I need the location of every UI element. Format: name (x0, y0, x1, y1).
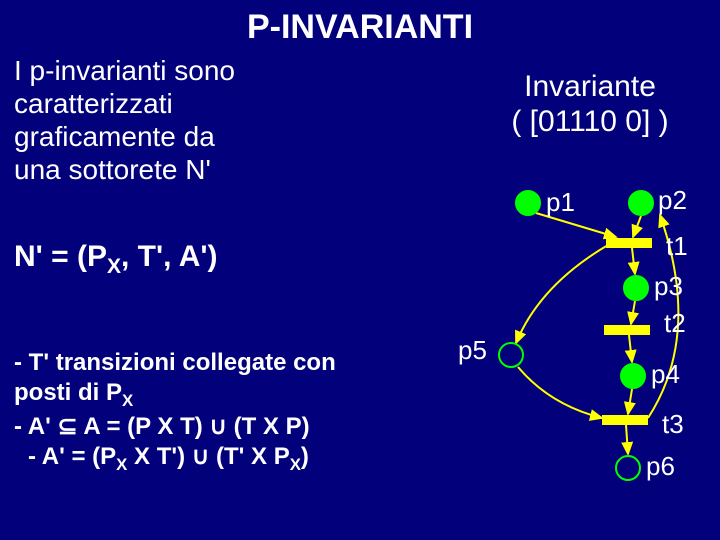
label-t1: t1 (666, 231, 688, 262)
arc-p3-t2 (631, 301, 635, 324)
arc-p2-t1 (633, 216, 641, 237)
slide-title: P-INVARIANTI (0, 0, 720, 47)
label-p4: p4 (651, 359, 680, 390)
b2a: - A' (14, 413, 57, 440)
union-symbol-2: ∪ (192, 443, 210, 470)
intro-paragraph: I p-invarianti sono caratterizzati grafi… (14, 54, 374, 186)
inv-line1: Invariante (524, 70, 656, 103)
label-t2: t2 (664, 308, 686, 339)
b1-line1: - T' transizioni collegate con (14, 349, 336, 376)
petri-net-diagram: p1 p2 p3 p4 p5 p6 t1 t2 t3 (410, 175, 710, 525)
bullet-a-prime-subset: - A' ⊆ A = (P X T) ∪ (T X P) (14, 412, 414, 442)
bullet-a-prime-def: - A' = (PX X T') ∪ (T' X PX) (14, 442, 414, 476)
label-p6: p6 (646, 451, 675, 482)
para-line-3: graficamente da (14, 121, 215, 152)
para-line-4: una sottorete N' (14, 154, 211, 185)
place-p1 (515, 190, 541, 216)
label-p3: p3 (654, 271, 683, 302)
b3d: ) (301, 443, 309, 470)
b3a: - A' = (P (28, 443, 116, 470)
b1-line2-sub: X (122, 391, 133, 410)
transition-t3 (602, 415, 648, 425)
place-p6 (615, 455, 641, 481)
bullet-t-prime: - T' transizioni collegate con posti di … (14, 348, 414, 412)
place-p5 (498, 342, 524, 368)
equation-n-prime: N' = (PX, T', A') (14, 240, 218, 279)
bullet-list: - T' transizioni collegate con posti di … (14, 348, 414, 476)
arc-p5-t3 (518, 367, 602, 418)
label-p1: p1 (546, 187, 575, 218)
arc-p4-t3 (628, 389, 632, 414)
para-line-1: I p-invarianti sono (14, 55, 235, 86)
eq-mid: , T', A') (121, 240, 217, 273)
arc-t2-p4 (629, 335, 632, 362)
label-p5: p5 (458, 335, 487, 366)
arc-t1-p5 (516, 245, 608, 343)
label-p2: p2 (658, 185, 687, 216)
b3c: (T' X P (209, 443, 289, 470)
transition-t1 (606, 238, 652, 248)
para-line-2: caratterizzati (14, 88, 173, 119)
b3b: X T') (127, 443, 191, 470)
subset-symbol: ⊆ (57, 413, 77, 440)
eq-sub-x: X (107, 255, 121, 278)
invariant-heading: Invariante ( [01110 0] ) (470, 70, 710, 139)
transition-t2 (604, 325, 650, 335)
b3a-sub: X (116, 455, 127, 474)
place-p2 (628, 190, 654, 216)
union-symbol-1: ∪ (209, 413, 227, 440)
inv-line2: ( [01110 0] ) (511, 105, 668, 138)
b3c-sub: X (290, 455, 301, 474)
b2b: A = (P X T) (78, 413, 210, 440)
b2c: (T X P) (227, 413, 310, 440)
arc-t1-p3 (632, 248, 635, 274)
arc-t3-p6 (626, 425, 628, 454)
label-t3: t3 (662, 409, 684, 440)
place-p4 (620, 363, 646, 389)
eq-prefix: N' = (P (14, 240, 107, 273)
b1-line2a: posti di P (14, 379, 122, 406)
place-p3 (623, 275, 649, 301)
